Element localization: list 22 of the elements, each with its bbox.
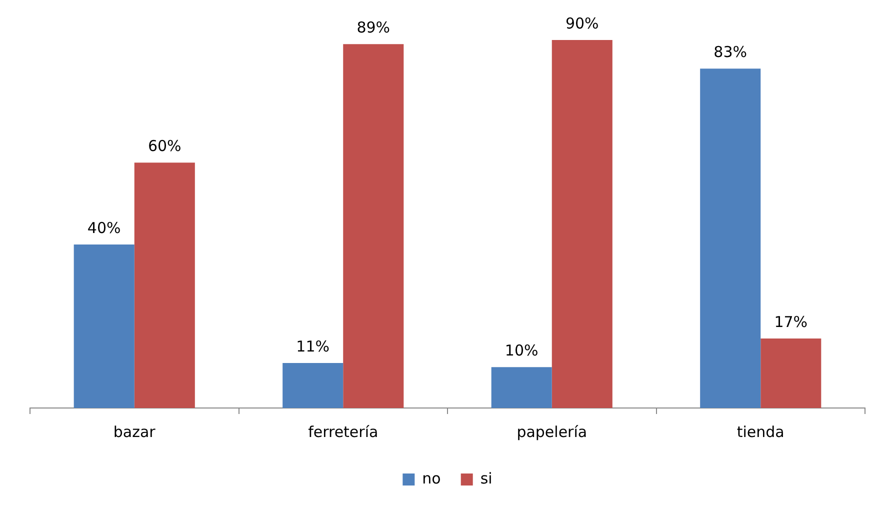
bar: [491, 367, 552, 408]
x-tick-label: tienda: [736, 422, 784, 441]
bar: [700, 68, 761, 408]
bar: [282, 363, 344, 408]
data-label: 83%: [714, 43, 748, 62]
data-label: 40%: [87, 218, 121, 237]
bar: [343, 44, 404, 408]
bar: [74, 244, 134, 408]
bar: [760, 338, 822, 408]
data-label: 89%: [356, 18, 390, 36]
x-tick-label: papelería: [516, 422, 588, 441]
x-tick-label: ferretería: [308, 422, 378, 441]
legend-label: si: [480, 469, 492, 488]
data-label: 11%: [296, 337, 330, 356]
data-label: 17%: [774, 312, 808, 331]
legend-label: no: [422, 469, 441, 488]
bar: [552, 40, 612, 408]
x-tick-label: bazar: [113, 422, 156, 441]
data-label: 90%: [565, 14, 599, 32]
data-label: 10%: [504, 342, 538, 360]
bar: [134, 162, 195, 408]
data-label: 60%: [148, 137, 182, 156]
